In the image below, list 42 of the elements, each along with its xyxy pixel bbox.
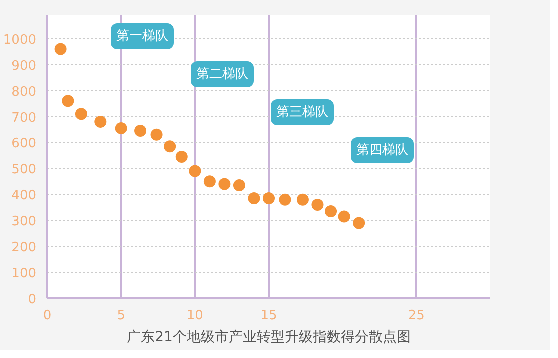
y-tick-label: 600	[12, 136, 37, 152]
point	[94, 116, 107, 128]
annotation: 第三梯队	[276, 105, 328, 120]
y-tick-label: 500	[12, 162, 37, 178]
point	[75, 108, 88, 120]
y-tick-label: 200	[12, 240, 37, 256]
point	[164, 140, 176, 153]
point	[338, 210, 350, 223]
point	[296, 194, 309, 206]
point	[150, 128, 163, 141]
point	[62, 95, 74, 108]
point	[325, 206, 338, 218]
y-tick-label: 800	[12, 84, 37, 100]
point	[248, 192, 260, 205]
y-tick-label: 1000	[3, 32, 37, 48]
point	[189, 165, 202, 178]
point	[312, 199, 324, 212]
point	[54, 43, 67, 56]
point	[115, 122, 128, 134]
x-tick-label: 15	[260, 308, 278, 324]
point	[134, 125, 147, 138]
x-tick-label: 25	[408, 308, 425, 324]
x-tick-label: 0	[43, 308, 52, 324]
point	[263, 192, 275, 205]
y-tick-label: 900	[12, 58, 37, 74]
y-tick-label: 400	[12, 188, 37, 204]
annotation: 第二梯队	[196, 67, 248, 82]
point	[353, 217, 366, 230]
annotation: 第一梯队	[116, 29, 168, 44]
annotation: 第四梯队	[356, 143, 408, 158]
x-tick-label: 5	[117, 308, 126, 324]
point	[204, 176, 216, 188]
y-tick-label: 0	[28, 292, 37, 308]
point	[279, 194, 292, 206]
point	[233, 180, 246, 192]
y-tick-label: 700	[12, 110, 37, 126]
y-tick-label: 100	[12, 266, 37, 282]
y-tick-label: 300	[12, 214, 37, 230]
text: 广东21个地级市产业转型升级指数得分散点图	[127, 330, 411, 346]
point	[218, 178, 231, 190]
x-tick-label: 10	[186, 308, 204, 324]
point	[176, 151, 188, 163]
